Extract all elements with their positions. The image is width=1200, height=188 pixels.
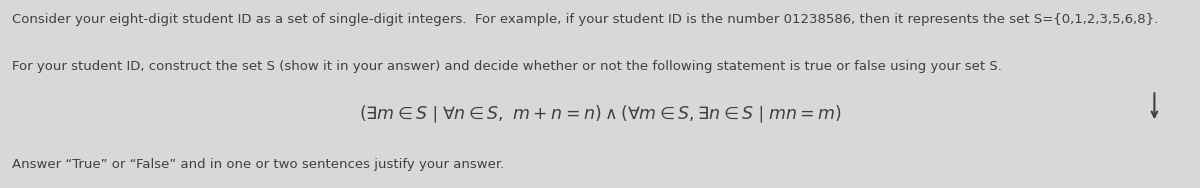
Text: For your student ID, construct the set S (show it in your answer) and decide whe: For your student ID, construct the set S… [12,60,1002,73]
Text: $(\exists m \in S \mid \forall n \in S,\ m + n = n) \wedge (\forall m \in S, \ex: $(\exists m \in S \mid \forall n \in S,\… [359,103,841,125]
Text: Answer “True” or “False” and in one or two sentences justify your answer.: Answer “True” or “False” and in one or t… [12,158,504,171]
Text: Consider your eight-digit student ID as a set of single-digit integers.  For exa: Consider your eight-digit student ID as … [12,13,1158,26]
